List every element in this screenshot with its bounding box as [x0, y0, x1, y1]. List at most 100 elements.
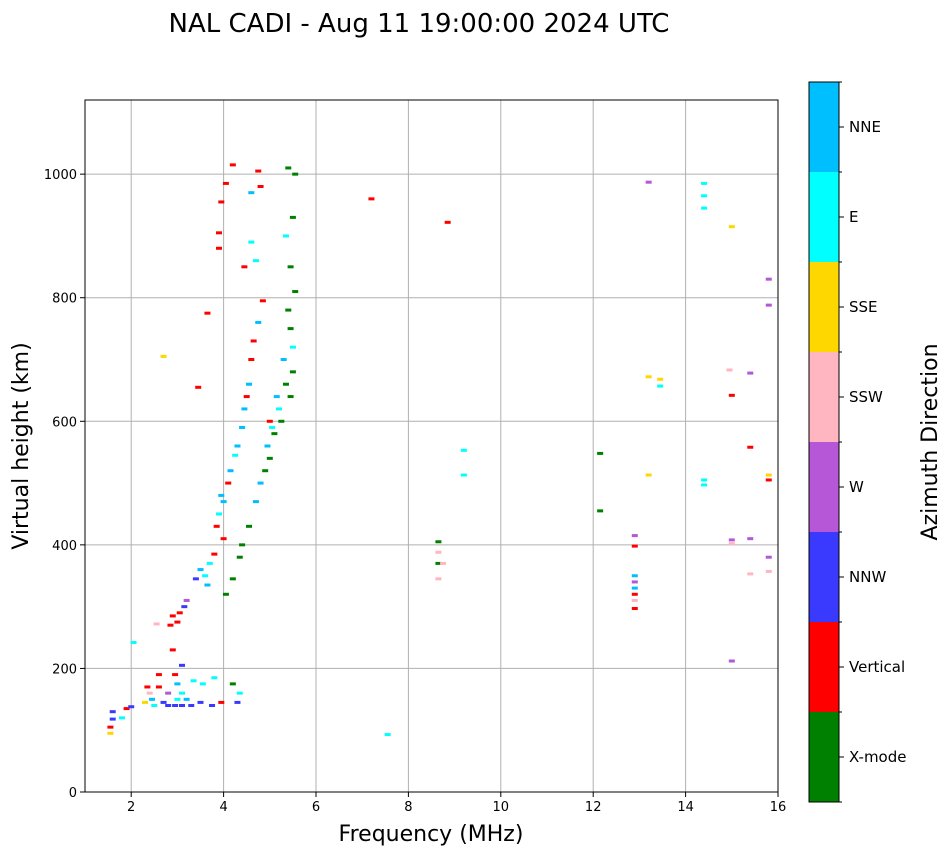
data-point-vertical: [747, 445, 754, 449]
data-point-vertical: [368, 197, 375, 201]
data-point-x-mode: [597, 509, 604, 513]
data-point-vertical: [107, 725, 114, 729]
data-point-e: [248, 240, 255, 244]
data-point-nne: [227, 469, 234, 473]
data-point-x-mode: [289, 215, 296, 219]
x-axis-ticks: 2 4 6 8 10 12 14 16: [127, 792, 786, 815]
data-point-nne: [631, 574, 638, 578]
data-point-x-mode: [292, 172, 299, 176]
data-point-nne: [218, 493, 225, 497]
x-tick-label: 10: [493, 800, 510, 815]
data-point-nne: [264, 444, 271, 448]
grid: [85, 100, 779, 793]
x-tick-label: 2: [127, 800, 135, 815]
data-point-ssw: [747, 572, 754, 576]
colorbar-label: NNW: [849, 568, 886, 586]
data-point-nne: [255, 320, 262, 324]
data-point-e: [657, 384, 664, 388]
data-point-vertical: [172, 673, 179, 677]
data-point-vertical: [257, 185, 264, 188]
colorbar-label: E: [849, 208, 858, 226]
data-point-vertical: [174, 620, 181, 624]
data-point-nnw: [234, 700, 241, 704]
data-point-e: [190, 679, 197, 683]
data-point-w: [645, 180, 652, 184]
data-point-nnw: [128, 705, 135, 709]
plot-frame: [84, 99, 779, 793]
data-point-x-mode: [266, 456, 273, 460]
data-point-x-mode: [282, 382, 289, 386]
data-point-vertical: [444, 220, 451, 224]
data-point-nne: [183, 697, 190, 701]
data-point-nne: [241, 407, 248, 411]
data-point-nne: [148, 697, 155, 701]
data-point-x-mode: [285, 308, 292, 312]
data-point-vertical: [215, 246, 222, 250]
colorbar-frame: [808, 81, 840, 803]
data-point-nne: [252, 500, 259, 504]
data-point-nnw: [209, 704, 216, 707]
data-point-sse: [657, 377, 664, 381]
data-point-nne: [280, 358, 287, 361]
data-point-ssw: [153, 622, 160, 626]
data-point-x-mode: [287, 395, 294, 399]
data-point-e: [269, 425, 276, 429]
data-point-vertical: [266, 419, 273, 423]
x-tick-label: 6: [312, 800, 320, 815]
data-point-nne: [257, 481, 264, 485]
data-point-vertical: [169, 648, 176, 652]
data-point-e: [118, 716, 125, 720]
data-point-nnw: [172, 704, 179, 707]
data-point-vertical: [218, 700, 225, 704]
data-point-x-mode: [597, 451, 604, 455]
data-point-vertical: [144, 685, 151, 689]
data-point-e: [174, 697, 181, 701]
colorbar-swatch: [809, 172, 839, 262]
data-point-vertical: [155, 685, 162, 689]
data-point-ssw: [726, 368, 733, 372]
data-point-vertical: [259, 299, 266, 303]
data-point-nnw: [109, 717, 116, 721]
data-point-sse: [160, 354, 167, 358]
colorbar-label: X-mode: [849, 748, 906, 766]
data-point-e: [289, 345, 296, 349]
data-point-w: [765, 277, 772, 281]
data-point-x-mode: [435, 540, 442, 544]
data-point-sse: [728, 225, 735, 229]
data-points: [107, 163, 772, 737]
data-point-x-mode: [289, 370, 296, 374]
data-point-vertical: [204, 311, 211, 315]
data-point-e: [384, 733, 391, 737]
data-point-vertical: [225, 481, 232, 485]
data-point-vertical: [250, 339, 257, 343]
data-point-e: [236, 691, 243, 695]
colorbar-swatch: [809, 352, 839, 442]
data-point-nne: [631, 586, 638, 590]
data-point-ssw: [435, 577, 442, 581]
data-point-x-mode: [229, 682, 236, 686]
data-point-vertical: [765, 478, 772, 482]
data-point-e: [151, 704, 158, 707]
data-point-e: [701, 194, 708, 198]
data-point-vertical: [631, 606, 638, 610]
data-point-vertical: [167, 623, 174, 627]
data-point-vertical: [213, 524, 220, 528]
data-point-e: [179, 691, 186, 695]
x-tick-label: 16: [770, 800, 787, 815]
data-point-e: [211, 676, 218, 680]
chart-title: NAL CADI - Aug 11 19:00:00 2024 UTC: [169, 9, 670, 39]
data-point-vertical: [248, 358, 255, 361]
data-point-nne: [246, 382, 253, 386]
colorbar-swatch: [809, 712, 839, 802]
data-point-vertical: [631, 544, 638, 548]
data-point-sse: [645, 375, 652, 379]
data-point-e: [460, 448, 467, 452]
data-point-nne: [197, 568, 204, 572]
data-point-x-mode: [285, 166, 292, 170]
data-point-nnw: [181, 605, 188, 609]
data-point-nnw: [160, 700, 167, 704]
data-point-e: [460, 473, 467, 477]
data-point-e: [215, 512, 222, 516]
data-point-nne: [239, 425, 246, 429]
